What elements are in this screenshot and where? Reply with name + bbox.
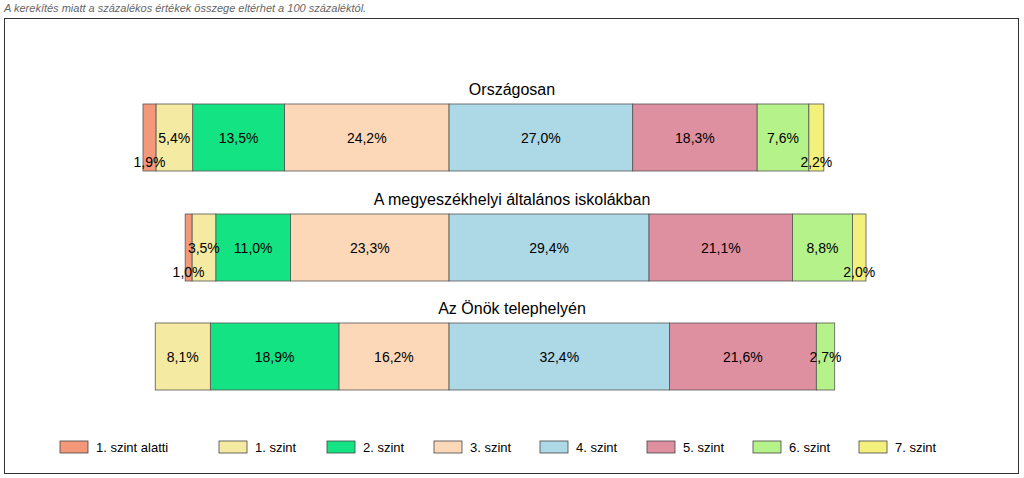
bar-segment — [216, 214, 291, 281]
legend: 1. szint alatti 1. szint 2. szint 3. szint 4… — [60, 440, 937, 455]
data-label: 18,9% — [255, 349, 295, 365]
bars — [143, 104, 866, 390]
legend-label: 6. szint — [789, 440, 831, 455]
data-label: 13,5% — [219, 130, 259, 146]
legend-label: 3. szint — [470, 440, 512, 455]
chart: A kerekítés miatt a százalékos értékek ö… — [0, 0, 1024, 478]
bar-segment — [291, 214, 449, 281]
legend-swatch — [859, 441, 887, 453]
data-label: 2,2% — [800, 154, 832, 170]
data-label: 16,2% — [374, 349, 414, 365]
bar-title: Az Önök telephelyén — [438, 300, 586, 317]
legend-swatch — [60, 441, 88, 453]
bar-segment — [155, 323, 210, 390]
bar-segment — [284, 104, 449, 171]
data-label: 21,6% — [723, 349, 763, 365]
data-label: 18,3% — [675, 130, 715, 146]
bar-segment — [649, 214, 793, 281]
labels: Országosan 24,2% 13,5% 5,4% 1,9% 27,0% 18,3% 7,… — [134, 81, 876, 365]
bar-segment — [633, 104, 757, 171]
legend-swatch — [753, 441, 781, 453]
legend-label: 1. szint — [255, 440, 297, 455]
data-label: 11,0% — [234, 240, 273, 256]
data-label: 7,6% — [767, 130, 799, 146]
bar-segment — [669, 323, 816, 390]
data-label: 23,3% — [350, 240, 390, 256]
legend-label: 7. szint — [895, 440, 937, 455]
bar-title: A megyeszékhelyi általános iskolákban — [374, 191, 651, 208]
legend-swatch — [540, 441, 568, 453]
data-label: 5,4% — [158, 130, 190, 146]
frame — [5, 19, 1019, 474]
bar-segment — [449, 214, 649, 281]
bar-segment — [449, 104, 633, 171]
legend-label: 5. szint — [683, 440, 725, 455]
legend-label: 4. szint — [576, 440, 618, 455]
data-label: 32,4% — [539, 349, 579, 365]
bar-title: Országosan — [469, 81, 555, 98]
data-label: 2,7% — [810, 349, 842, 365]
bar-segment — [210, 323, 339, 390]
bar-segment — [449, 323, 669, 390]
bar-segment — [339, 323, 449, 390]
data-label: 2,0% — [843, 264, 875, 280]
data-label: 21,1% — [701, 240, 741, 256]
note: A kerekítés miatt a százalékos értékek ö… — [3, 2, 366, 14]
legend-swatch — [434, 441, 462, 453]
legend-label: 2. szint — [363, 440, 405, 455]
bar-segment — [193, 104, 285, 171]
data-label: 27,0% — [521, 130, 561, 146]
data-label: 1,0% — [173, 264, 205, 280]
legend-swatch — [647, 441, 675, 453]
data-label: 3,5% — [188, 240, 220, 256]
legend-swatch — [327, 441, 355, 453]
data-label: 29,4% — [529, 240, 569, 256]
legend-swatch — [219, 441, 247, 453]
data-label: 1,9% — [134, 154, 166, 170]
data-label: 8,8% — [807, 240, 839, 256]
data-label: 24,2% — [347, 130, 387, 146]
data-label: 8,1% — [167, 349, 199, 365]
legend-label: 1. szint alatti — [96, 440, 168, 455]
